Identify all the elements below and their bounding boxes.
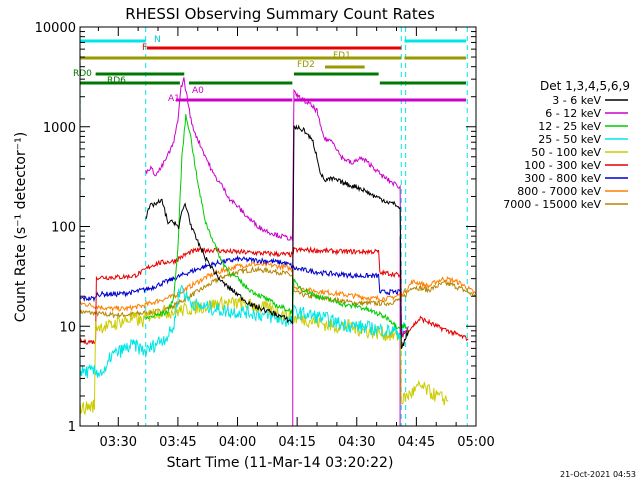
x-tick-label-45: 03:45	[159, 435, 196, 450]
saa-markers	[79, 27, 468, 426]
x-tick-label-90: 04:30	[338, 435, 375, 450]
flag-label-rd0: RD0	[73, 69, 92, 79]
y-axis-label: Count Rate (s⁻¹ detector⁻¹)	[13, 132, 29, 322]
legend-label-25-50-kev: 25 - 50 keV	[538, 133, 601, 146]
series-50-100-kev	[79, 296, 449, 416]
flag-label-f: F	[142, 43, 147, 53]
series-25-50-kev	[79, 284, 405, 379]
y-tick-label-100: 100	[51, 221, 76, 236]
x-tick-label-75: 04:15	[278, 435, 315, 450]
legend-label-50-100-kev: 50 - 100 keV	[531, 146, 601, 159]
legend-label-7000-15000-kev: 7000 - 15000 keV	[503, 198, 601, 211]
series-6-12-kev	[145, 77, 409, 337]
legend-label-800-7000-kev: 800 - 7000 keV	[517, 185, 601, 198]
y-tick-label-10000: 10000	[35, 21, 76, 36]
y-tick-label-1000: 1000	[43, 121, 76, 136]
y-tick-label-10: 10	[59, 320, 76, 335]
flag-label-a1: A1	[168, 94, 180, 104]
x-tick-label-120: 05:00	[457, 435, 494, 450]
timestamp: 21-Oct-2021 04:53	[560, 470, 636, 479]
flag-label-rd6: RD6	[107, 76, 126, 86]
x-axis-label: Start Time (11-Mar-14 03:20:22)	[167, 455, 394, 471]
x-ticks: 03:30 03:45 04:00 04:15 04:30 04:45 05:00	[97, 27, 495, 450]
x-tick-label-60: 04:00	[219, 435, 256, 450]
y-ticks: 1 10 100 1000 10000	[35, 21, 476, 435]
legend-label-100-300-kev: 100 - 300 keV	[524, 159, 601, 172]
flag-label-fd1: FD1	[333, 51, 351, 61]
plot-frame	[79, 26, 477, 427]
series-300-800-kev	[79, 254, 401, 303]
series-3-6-kev	[145, 124, 409, 350]
x-tick-label-30: 03:30	[100, 435, 137, 450]
series-7000-15000-kev	[79, 265, 477, 319]
x-tick-label-105: 04:45	[398, 435, 435, 450]
chart-title: RHESSI Observing Summary Count Rates	[125, 5, 435, 23]
flag-label-fd2: FD2	[297, 60, 315, 70]
series-800-7000-kev	[79, 261, 477, 313]
y-tick-label-1: 1	[68, 420, 76, 435]
legend-label-12-25-kev: 12 - 25 keV	[538, 120, 601, 133]
series-100-300-kev	[79, 245, 469, 345]
flag-bars: NF FD1 FD2 RD0 RD6 A1 A0	[73, 35, 467, 104]
legend-label-300-800-kev: 300 - 800 keV	[524, 172, 601, 185]
legend-label-3-6-kev: 3 - 6 keV	[552, 94, 601, 107]
legend-label-6-12-kev: 6 - 12 keV	[545, 107, 601, 120]
series-layer	[79, 77, 477, 416]
series-12-25-kev	[145, 114, 409, 334]
flag-label-a0: A0	[192, 86, 204, 96]
flag-label-n: N	[154, 35, 161, 45]
legend-title: Det 1,3,4,5,6,9	[540, 79, 630, 93]
